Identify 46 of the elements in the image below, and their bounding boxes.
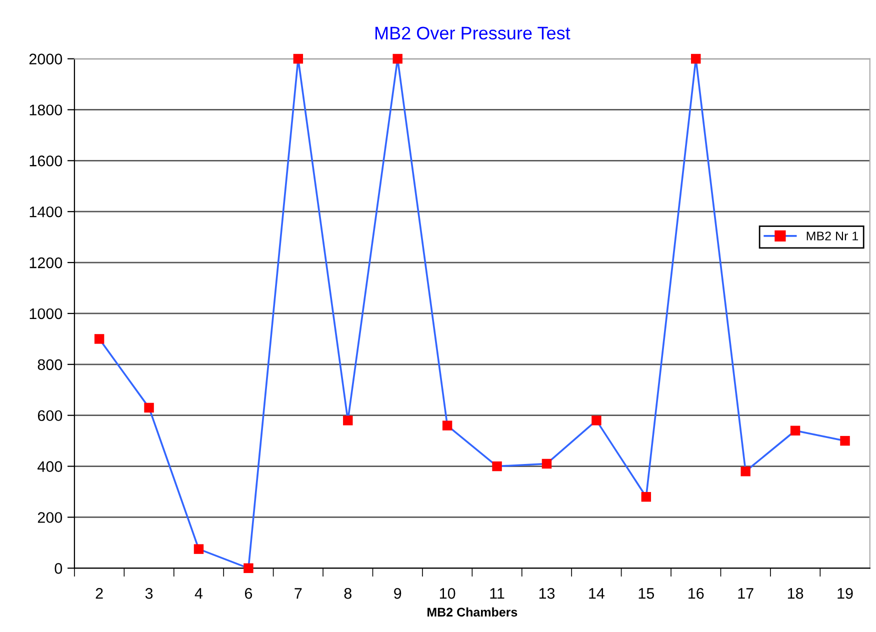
x-tick-label: 4 [194,588,203,599]
point [691,54,701,64]
y-tick-label: 1200 [30,257,62,268]
point [492,461,502,472]
chart-title: MB2 Over Pressure Test [375,26,570,40]
point [293,54,304,64]
x-tick-label: 6 [244,588,252,599]
point [144,402,154,413]
y-tick-label: 1600 [30,156,62,166]
y-tick-label: 1800 [30,104,62,116]
point [343,416,353,426]
y-tick-label: 1400 [30,206,62,218]
x-tick-label: 3 [145,588,153,599]
x-tick-label: 7 [294,588,302,599]
y-tick-label: 600 [38,410,62,422]
point [94,334,104,344]
y-tick-label: 800 [38,359,62,370]
x-tick-label: 17 [738,588,754,599]
y-tick-label: 400 [38,461,62,472]
point [790,426,800,436]
point [244,563,254,574]
point [740,466,750,476]
x-tick-label: 8 [344,588,352,599]
x-tick-label: 10 [440,588,456,599]
x-tick-label: 13 [539,588,555,599]
point [592,416,602,426]
y-tick-label: 200 [38,512,62,523]
x-tick-label: 14 [589,588,604,599]
y-tick-label: 1000 [30,308,62,320]
point [641,492,652,502]
y-tick-label: 0 [54,563,62,574]
x-tick-label: 19 [838,588,853,599]
point [840,436,850,446]
point [392,54,402,64]
x-tick-label: 16 [688,588,704,599]
legend-label: MB2 Nr 1 [806,232,858,240]
point [442,420,452,430]
x-axis-title: MB2 Chambers [428,607,518,617]
x-tick-label: 2 [96,588,103,599]
point [542,458,552,469]
x-tick-label: 11 [490,588,504,599]
x-tick-label: 18 [788,588,804,599]
x-tick-label: 9 [394,588,402,599]
x-tick-label: 15 [638,588,654,599]
point [194,544,204,554]
y-tick-label: 2000 [29,54,62,64]
